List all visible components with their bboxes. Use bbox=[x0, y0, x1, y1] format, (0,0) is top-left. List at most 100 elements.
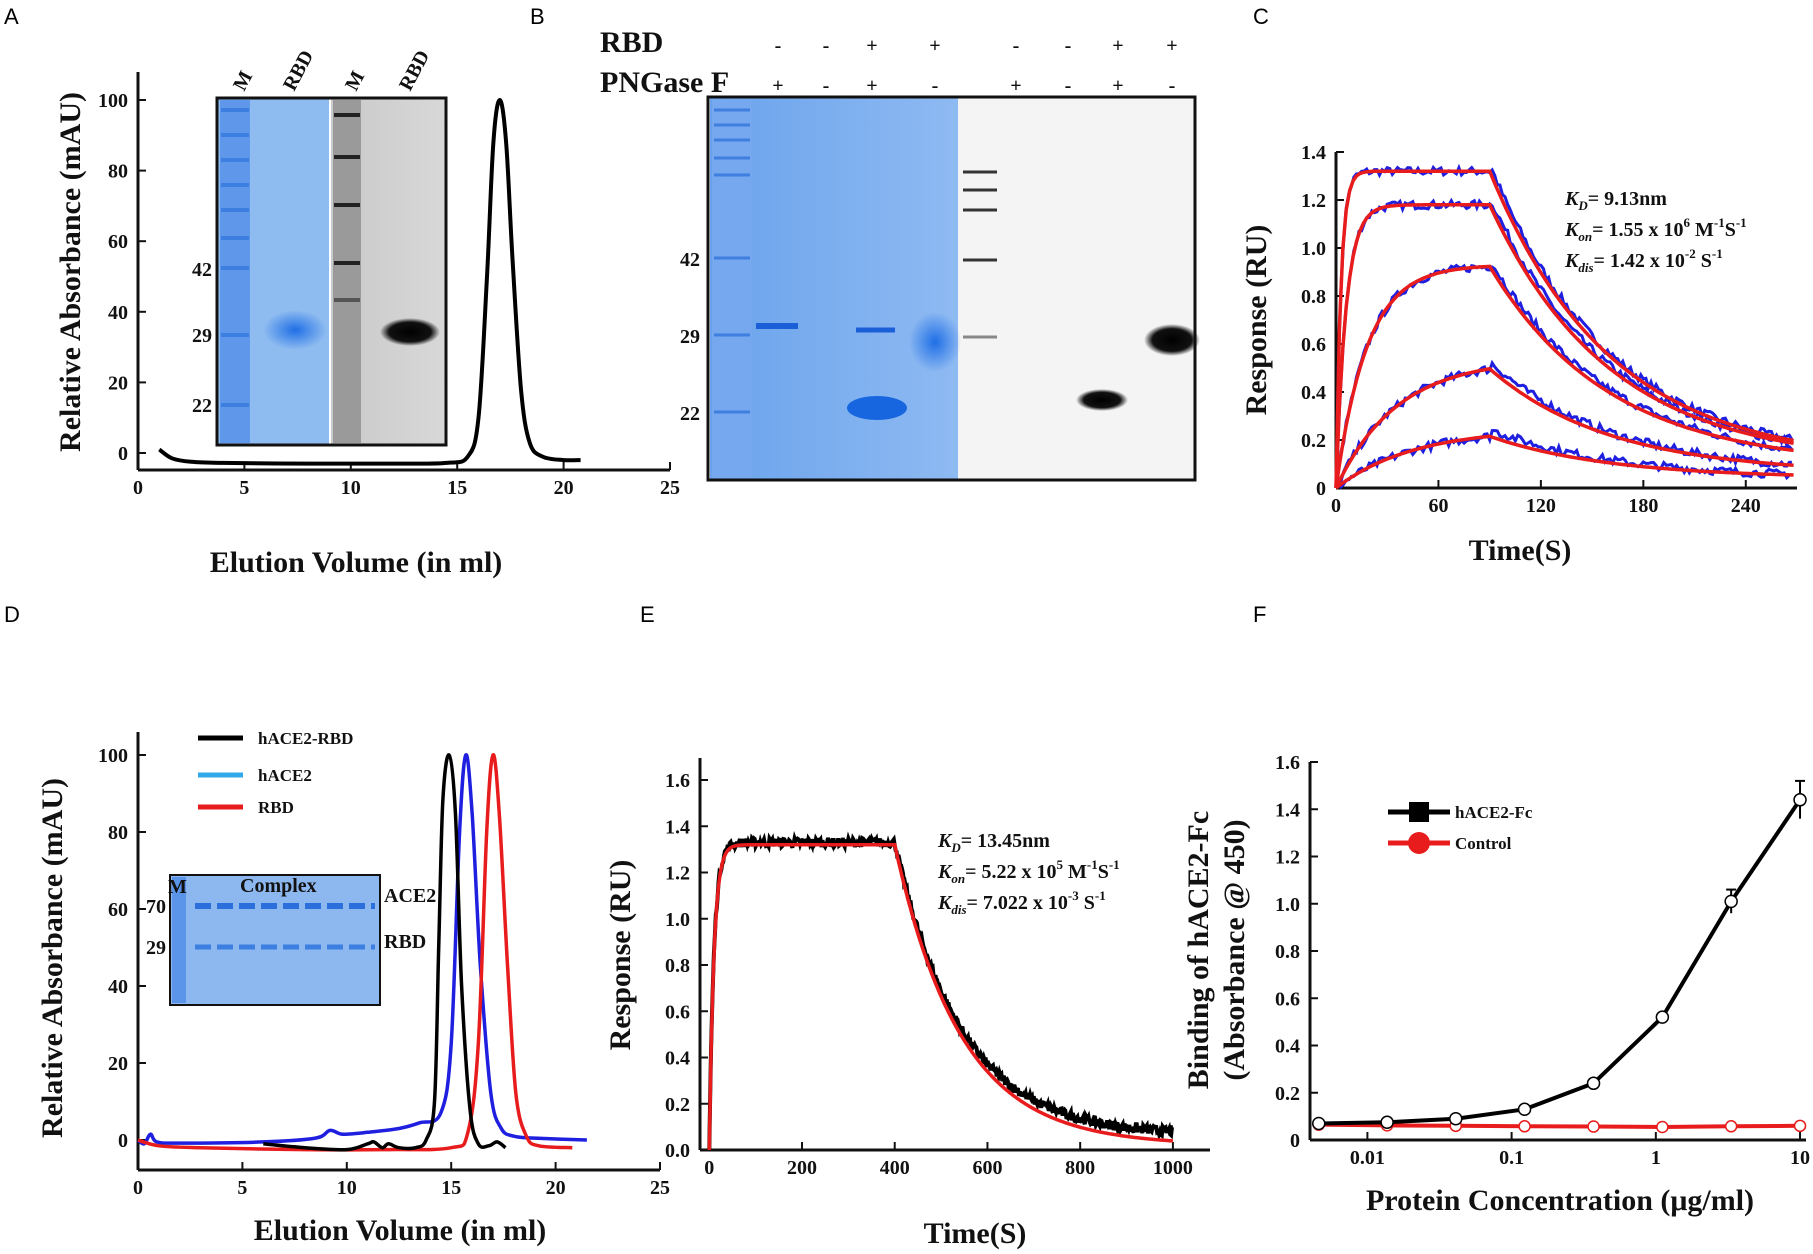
gel-a-frame bbox=[215, 96, 448, 447]
chart-f-x-label: Protein Concentration (μg/ml) bbox=[1366, 1184, 1754, 1217]
gel-b-band-lane4 bbox=[909, 312, 961, 372]
x-tick-label: 180 bbox=[1628, 495, 1658, 517]
chart-e-kdis-exp: -3 bbox=[1068, 888, 1079, 903]
chart-c-data-2 bbox=[1334, 197, 1793, 489]
chart-c-fit-4 bbox=[1334, 366, 1794, 489]
gel-a-wb-marker-bands bbox=[334, 113, 360, 302]
chart-d-series-hace2 bbox=[136, 753, 587, 1146]
chart-e-fit bbox=[707, 843, 1173, 1151]
chart-c-fit-1 bbox=[1334, 169, 1794, 489]
chart-e-kon-s: S bbox=[1098, 861, 1109, 883]
x-tick-label: 60 bbox=[1428, 495, 1448, 517]
chart-e-kon-unit-exp: -1 bbox=[1087, 857, 1098, 872]
y-tick-label: 1.6 bbox=[1275, 752, 1300, 774]
gel-b-wb-band-deglyco bbox=[1076, 389, 1128, 411]
gel-d-band-ace2: ACE2 bbox=[384, 885, 436, 907]
gel-b-pngase-sign: - bbox=[932, 75, 939, 97]
chart-f-control-point bbox=[1656, 1120, 1669, 1134]
panel-label-f: F bbox=[1253, 602, 1266, 627]
gel-b-rbd-sign: - bbox=[775, 35, 782, 57]
gel-b-rbd-sign: + bbox=[1112, 35, 1123, 57]
chart-f-hace2-fc-point bbox=[1380, 1115, 1394, 1130]
y-tick-label: 100 bbox=[98, 745, 128, 767]
chart-c-kon-exp: 6 bbox=[1683, 215, 1690, 230]
y-tick-label: 1.2 bbox=[1301, 190, 1326, 212]
gel-b-pngase-sign: + bbox=[772, 75, 783, 97]
chart-c-fit-2 bbox=[1334, 203, 1794, 489]
chart-e-y-label: Response (RU) bbox=[604, 860, 637, 1051]
x-tick-label: 20 bbox=[546, 1177, 566, 1199]
gel-d-frame bbox=[169, 874, 381, 1006]
legend-d-label-3: RBD bbox=[258, 798, 294, 817]
legend-f-circle-marker bbox=[1408, 832, 1430, 854]
chart-c-y-label: Response (RU) bbox=[1240, 225, 1273, 416]
chart-f-hace2-fc-point bbox=[1312, 1116, 1326, 1131]
chart-c-kon-unit: M bbox=[1690, 219, 1714, 241]
chart-c-kon-s-exp: -1 bbox=[1736, 215, 1747, 230]
chart-f-hace2-fc-point bbox=[1724, 894, 1738, 909]
chart-c-kdis-exp: -2 bbox=[1685, 246, 1696, 261]
chart-e-kd-value: = 13.45nm bbox=[961, 830, 1051, 852]
y-tick-label: 60 bbox=[108, 899, 128, 921]
gel-b: RBD PNGase F - - + + - - + + + - + - + - + - 42 29 22 bbox=[600, 26, 1200, 482]
y-tick-label: 0.6 bbox=[1275, 988, 1300, 1010]
gel-b-pngase-sign: - bbox=[823, 75, 830, 97]
gel-a-wb-marker-lane bbox=[333, 100, 361, 443]
chart-c-fit-3 bbox=[1334, 264, 1794, 489]
gel-a-marker-22: 22 bbox=[192, 395, 212, 417]
legend-f-label-1: hACE2-Fc bbox=[1455, 803, 1533, 822]
gel-d-band-rbd: RBD bbox=[384, 931, 426, 953]
y-tick-label: 1.0 bbox=[1301, 238, 1326, 260]
chart-f-hace2-fc-point bbox=[1517, 1102, 1532, 1117]
x-tick-label: 5 bbox=[237, 1177, 247, 1199]
chart-c: 0 60 120 180 240 0 0.2 0.4 0.6 0.8 1.0 1.2 1.4 Time(… bbox=[1240, 142, 1797, 567]
gel-b-pngase-sign: - bbox=[1169, 75, 1176, 97]
x-tick-label: 15 bbox=[447, 477, 467, 499]
x-tick-label: 200 bbox=[787, 1157, 817, 1179]
gel-b-marker-42: 42 bbox=[680, 249, 700, 271]
gel-b-rbd-sign: + bbox=[929, 35, 940, 57]
chart-f-series-control bbox=[1318, 1122, 1801, 1130]
y-tick-label: 0.4 bbox=[665, 1048, 690, 1070]
y-tick-label: 0.6 bbox=[1301, 334, 1326, 356]
gel-b-wb-marker-bands bbox=[963, 170, 997, 339]
x-tick-label: 400 bbox=[880, 1157, 910, 1179]
gel-a-lane-3: M bbox=[341, 67, 369, 94]
gel-b-rbd-sign: + bbox=[1166, 35, 1177, 57]
chart-e-kd: KD= 13.45nm bbox=[937, 830, 1050, 855]
chart-e-kon-exp: 5 bbox=[1056, 857, 1063, 872]
chart-f-hace2-fc-point bbox=[1449, 1111, 1463, 1126]
chart-c-kd-value: = 9.13nm bbox=[1588, 188, 1668, 210]
gel-a-inset: M RBD M RBD 42 29 22 bbox=[192, 47, 448, 447]
y-tick-label: 0.2 bbox=[1275, 1083, 1300, 1105]
y-tick-label: 0.2 bbox=[1301, 430, 1326, 452]
gel-b-wb-band-rbd bbox=[1144, 324, 1200, 356]
chart-f-control-point bbox=[1518, 1120, 1531, 1133]
y-tick-label: 1.4 bbox=[665, 816, 690, 838]
y-tick-label: 40 bbox=[108, 302, 128, 324]
y-tick-label: 20 bbox=[108, 1053, 128, 1075]
y-tick-label: 40 bbox=[108, 976, 128, 998]
chart-e-kon: Kon= 5.22 x 105 M-1S-1 bbox=[937, 857, 1120, 886]
gel-b-band-lane3-lower bbox=[847, 396, 907, 420]
x-tick-label: 25 bbox=[650, 1177, 670, 1199]
y-tick-label: 1.6 bbox=[665, 770, 690, 792]
x-tick-label: 1 bbox=[1651, 1147, 1661, 1169]
chart-d-series-rbd bbox=[137, 753, 573, 1152]
y-tick-label: 1.4 bbox=[1301, 142, 1326, 164]
legend-f-label-2: Control bbox=[1455, 834, 1512, 853]
legend-d-label-1: hACE2-RBD bbox=[258, 729, 353, 748]
y-tick-label: 0 bbox=[118, 1130, 128, 1152]
x-tick-label: 600 bbox=[972, 1157, 1002, 1179]
y-tick-label: 0.8 bbox=[1275, 941, 1300, 963]
gel-a-lane-2: RBD bbox=[279, 47, 318, 95]
x-tick-label: 20 bbox=[554, 477, 574, 499]
gel-b-pngase-sign: + bbox=[1112, 75, 1123, 97]
legend-f-square-marker bbox=[1409, 802, 1429, 822]
gel-a-wb-rbd-band bbox=[380, 318, 440, 346]
x-tick-label: 0 bbox=[133, 1177, 143, 1199]
gel-a-rbd-band bbox=[263, 310, 327, 350]
gel-d-marker-label: M bbox=[168, 876, 187, 898]
x-tick-label: 10 bbox=[341, 477, 361, 499]
chart-c-kdis-unit: S bbox=[1696, 250, 1712, 272]
